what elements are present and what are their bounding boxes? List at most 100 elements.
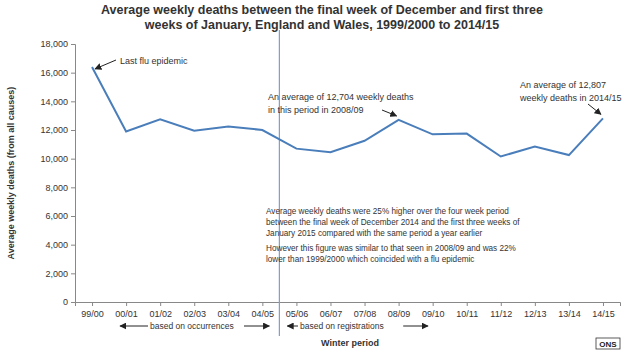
x-tick-mark xyxy=(296,302,297,306)
x-tick-mark xyxy=(501,302,502,306)
x-tick-label: 06/07 xyxy=(320,309,343,319)
x-tick-mark xyxy=(228,302,229,306)
x-tick: 10/11 xyxy=(456,302,478,319)
annotation: between the final week of December 2014 … xyxy=(266,218,520,227)
y-tick-mark xyxy=(71,73,75,74)
x-tick-label: 00/01 xyxy=(115,309,138,319)
x-tick: 12/13 xyxy=(524,302,547,319)
annotation: lower than 1999/2000 which coincided wit… xyxy=(266,255,474,264)
annotation: January 2015 compared with the same peri… xyxy=(266,229,482,238)
x-tick-mark xyxy=(569,302,570,306)
x-tick-mark xyxy=(194,302,195,306)
annotation: Last flu epidemic xyxy=(120,56,188,66)
annotation: An average of 12,704 weekly deaths xyxy=(268,92,414,102)
y-tick: 16,000 xyxy=(40,68,75,78)
x-tick-label: 08/09 xyxy=(388,309,411,319)
arrow xyxy=(382,110,397,116)
period-label: based on occurrences xyxy=(150,321,234,331)
y-tick-mark xyxy=(71,101,75,102)
title: Average weekly deaths between the final … xyxy=(101,3,543,17)
x-tick-mark xyxy=(433,302,434,306)
y-tick-mark xyxy=(71,245,75,246)
x-tick: 99/00 xyxy=(81,302,104,319)
x-tick-mark xyxy=(603,302,604,306)
x-axis: 99/00 00/01 01/02 02/03 03/04 04/05 05/06 06/07… xyxy=(76,302,621,319)
x-tick-label: 99/00 xyxy=(81,309,104,319)
title-group: Average weekly deaths between the final … xyxy=(101,3,543,32)
y-axis: 0 2,000 4,000 6,000 8,000 10,000 12,000 14,000 1… xyxy=(40,39,75,307)
x-axis-line xyxy=(76,303,621,307)
y-tick: 6,000 xyxy=(45,211,75,221)
y-tick-label: 16,000 xyxy=(40,68,68,78)
y-tick: 8,000 xyxy=(45,183,75,193)
annotation: However this figure was similar to that … xyxy=(266,244,516,253)
x-tick-mark xyxy=(535,302,536,306)
x-tick: 08/09 xyxy=(388,302,411,319)
x-tick: 09/10 xyxy=(422,302,445,319)
label-background xyxy=(298,320,403,332)
x-tick-label: 11/12 xyxy=(490,309,512,319)
chart: Average weekly deaths between the final … xyxy=(0,0,624,351)
title: weeks of January, England and Wales, 199… xyxy=(144,18,499,32)
x-tick-mark xyxy=(262,302,263,306)
divider xyxy=(279,30,280,336)
annotation: weekly deaths in 2014/15 xyxy=(519,93,622,103)
x-axis-title: Winter period xyxy=(321,338,379,348)
annotation: in this period in 2008/09 xyxy=(268,105,364,115)
x-tick-label: 03/04 xyxy=(218,309,241,319)
x-tick-mark xyxy=(467,302,468,306)
x-tick: 00/01 xyxy=(115,302,138,319)
x-tick-label: 05/06 xyxy=(286,309,309,319)
y-tick: 0 xyxy=(63,297,75,307)
x-tick-mark xyxy=(365,302,366,306)
y-axis-line xyxy=(71,45,76,303)
x-tick-label: 01/02 xyxy=(149,309,172,319)
y-tick-mark xyxy=(71,302,75,303)
x-tick: 14/15 xyxy=(592,302,615,319)
x-tick-mark xyxy=(126,302,127,306)
y-tick-mark xyxy=(71,187,75,188)
x-tick: 05/06 xyxy=(286,302,309,319)
x-tick: 01/02 xyxy=(149,302,172,319)
x-tick: 07/08 xyxy=(354,302,377,319)
y-tick-label: 8,000 xyxy=(45,183,68,193)
source-box xyxy=(596,338,620,349)
y-tick-mark xyxy=(71,159,75,160)
x-tick-label: 14/15 xyxy=(592,309,615,319)
y-tick: 14,000 xyxy=(40,97,75,107)
x-tick-label: 13/14 xyxy=(558,309,581,319)
y-tick: 10,000 xyxy=(40,154,75,164)
y-tick: 18,000 xyxy=(40,39,75,49)
y-tick: 12,000 xyxy=(40,125,75,135)
period-label: based on registrations xyxy=(300,321,384,331)
y-tick-label: 2,000 xyxy=(45,269,68,279)
x-tick-label: 02/03 xyxy=(183,309,206,319)
annotations: Last flu epidemic An average of 12,704 we… xyxy=(120,56,622,264)
x-tick: 13/14 xyxy=(558,302,581,319)
y-tick-mark xyxy=(71,216,75,217)
x-tick-mark xyxy=(160,302,161,306)
y-tick-label: 10,000 xyxy=(40,154,68,164)
x-tick-label: 10/11 xyxy=(456,309,478,319)
y-axis-title: Average weekly deaths (from all causes) xyxy=(6,87,16,260)
x-tick: 02/03 xyxy=(183,302,206,319)
y-tick-mark xyxy=(71,130,75,131)
x-tick-mark xyxy=(330,302,331,306)
arrow xyxy=(95,60,116,69)
x-tick: 04/05 xyxy=(252,302,275,319)
x-tick: 06/07 xyxy=(320,302,343,319)
y-tick-label: 18,000 xyxy=(40,39,68,49)
x-tick: 11/12 xyxy=(490,302,512,319)
x-tick-label: 04/05 xyxy=(252,309,275,319)
label-background xyxy=(148,320,244,332)
y-tick-label: 6,000 xyxy=(45,211,68,221)
source: ONS xyxy=(599,340,617,349)
y-tick-label: 0 xyxy=(63,297,68,307)
y-tick: 4,000 xyxy=(45,240,75,250)
y-tick-mark xyxy=(71,44,75,45)
y-tick-label: 12,000 xyxy=(40,125,68,135)
annotation: Average weekly deaths were 25% higher ov… xyxy=(266,207,509,216)
x-tick-label: 09/10 xyxy=(422,309,445,319)
y-tick-mark xyxy=(71,273,75,274)
y-tick-label: 14,000 xyxy=(40,97,68,107)
